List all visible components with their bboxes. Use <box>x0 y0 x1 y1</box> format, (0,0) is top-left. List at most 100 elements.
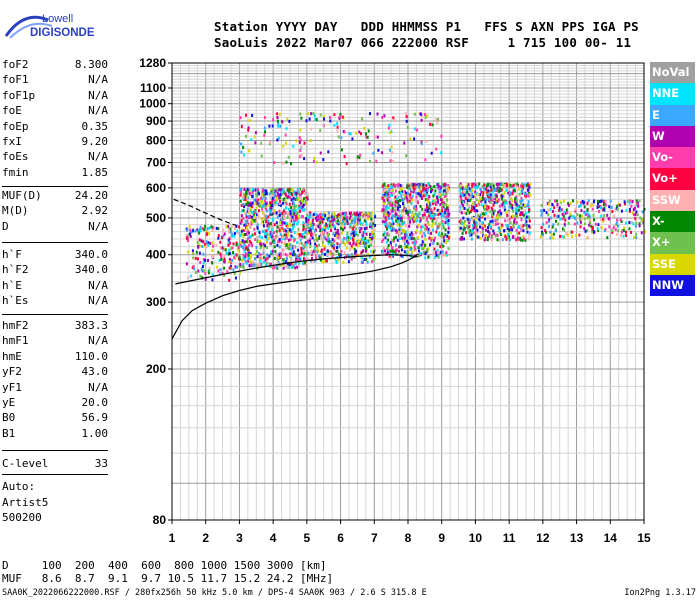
echo-point <box>327 150 330 154</box>
echo-point <box>272 239 275 243</box>
echo-point <box>482 212 485 216</box>
echo-point <box>281 120 284 124</box>
echo-point <box>232 242 235 246</box>
echo-point <box>427 231 430 235</box>
echo-point <box>460 221 463 225</box>
echo-point <box>385 193 388 197</box>
echo-point <box>608 225 611 229</box>
echo-point <box>422 251 425 255</box>
echo-point <box>278 202 281 205</box>
echo-point <box>287 207 290 211</box>
echo-point <box>309 139 312 143</box>
echo-point <box>319 221 322 225</box>
echo-point <box>275 196 277 200</box>
echo-point <box>589 215 592 219</box>
echo-point <box>484 205 487 208</box>
echo-point <box>563 228 566 232</box>
echo-point <box>238 251 241 255</box>
echo-point <box>494 209 497 213</box>
echo-point <box>276 225 279 229</box>
echo-point <box>496 234 499 237</box>
echo-point <box>298 258 300 262</box>
echo-point <box>207 241 210 245</box>
echo-point <box>459 195 462 199</box>
echo-point <box>490 238 493 242</box>
echo-point <box>638 199 641 203</box>
echo-point <box>485 187 488 191</box>
echo-point <box>507 210 510 214</box>
echo-point <box>398 209 401 213</box>
echo-point <box>638 222 641 226</box>
echo-point <box>250 256 252 259</box>
echo-point <box>385 227 388 231</box>
echo-point <box>321 213 324 217</box>
echo-point <box>389 212 392 216</box>
echo-point <box>413 232 415 236</box>
echo-point <box>428 232 431 236</box>
echo-point <box>242 253 245 257</box>
echo-point <box>417 192 420 196</box>
echo-point <box>271 204 274 208</box>
echo-point <box>207 258 209 262</box>
param-row: C-level 33 <box>2 456 108 471</box>
echo-point <box>565 208 568 212</box>
echo-point <box>424 234 427 238</box>
echo-point <box>223 274 226 277</box>
echo-point <box>222 228 225 232</box>
echo-point <box>265 263 268 266</box>
echo-point <box>434 255 437 259</box>
echo-point <box>597 223 600 227</box>
echo-point <box>388 123 391 127</box>
echo-point <box>398 234 401 238</box>
echo-point <box>352 242 355 246</box>
echo-point <box>306 112 309 116</box>
param-name: B0 <box>2 411 16 425</box>
echo-point <box>265 261 267 265</box>
echo-point <box>514 197 517 201</box>
echo-point <box>386 247 389 251</box>
echo-point <box>635 221 638 225</box>
echo-point <box>468 221 471 225</box>
echo-point <box>292 212 295 216</box>
echo-point <box>287 195 290 199</box>
echo-point <box>350 211 352 215</box>
echo-point <box>448 212 451 216</box>
echo-point <box>250 211 253 215</box>
echo-point <box>516 236 519 240</box>
echo-point <box>519 238 522 242</box>
echo-point <box>512 184 515 187</box>
echo-point <box>600 199 603 203</box>
echo-point <box>254 253 257 256</box>
echo-point <box>495 193 498 197</box>
echo-point <box>268 142 271 146</box>
echo-point <box>471 192 474 196</box>
echo-point <box>272 201 275 205</box>
echo-point <box>349 214 352 218</box>
echo-point <box>468 193 471 197</box>
echo-point <box>559 200 562 204</box>
echo-point <box>441 206 443 210</box>
echo-point <box>545 221 548 225</box>
echo-point <box>278 261 280 265</box>
echo-point <box>418 212 421 216</box>
echo-point <box>282 235 284 239</box>
echo-point <box>427 197 430 201</box>
echo-point <box>259 256 262 260</box>
echo-point <box>291 193 293 197</box>
echo-point <box>304 230 307 234</box>
echo-point <box>518 231 521 235</box>
echo-point <box>411 210 414 214</box>
echo-point <box>498 204 501 208</box>
echo-point <box>304 223 307 227</box>
echo-point <box>463 207 466 210</box>
echo-point <box>425 139 428 143</box>
echo-point <box>251 191 254 195</box>
echo-point <box>507 224 510 228</box>
echo-point <box>427 186 430 190</box>
echo-point <box>446 207 449 211</box>
echo-point <box>440 221 443 225</box>
echo-point <box>545 211 548 215</box>
echo-point <box>323 253 326 256</box>
echo-point <box>392 227 395 231</box>
echo-point <box>325 250 328 254</box>
